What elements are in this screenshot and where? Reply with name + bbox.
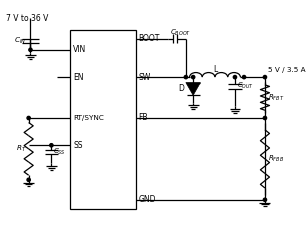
Text: $C_{IN}$: $C_{IN}$	[14, 36, 26, 46]
Text: $R_T$: $R_T$	[16, 144, 26, 154]
Text: $C_{BOOT}$: $C_{BOOT}$	[170, 27, 192, 38]
Text: $R_{FBB}$: $R_{FBB}$	[268, 154, 284, 164]
Text: FB: FB	[139, 114, 148, 122]
Text: $C_{SS}$: $C_{SS}$	[53, 147, 66, 157]
Circle shape	[263, 116, 267, 120]
Text: SS: SS	[73, 141, 83, 150]
Bar	[70, 30, 136, 209]
Text: L: L	[213, 65, 217, 74]
Text: D: D	[179, 84, 184, 93]
Circle shape	[27, 116, 30, 120]
Text: RT/SYNC: RT/SYNC	[73, 115, 104, 121]
Text: BOOT: BOOT	[139, 34, 160, 43]
Circle shape	[263, 76, 267, 79]
Text: EN: EN	[73, 73, 84, 82]
Text: SW: SW	[139, 73, 151, 82]
Circle shape	[50, 144, 53, 147]
Text: 7 V to 36 V: 7 V to 36 V	[6, 13, 48, 22]
Text: GND: GND	[139, 195, 156, 204]
Circle shape	[233, 76, 237, 79]
Circle shape	[192, 76, 195, 79]
Circle shape	[242, 76, 246, 79]
Polygon shape	[186, 83, 201, 95]
Text: $C_{OUT}$: $C_{OUT}$	[237, 81, 253, 91]
Text: $R_{FBT}$: $R_{FBT}$	[268, 93, 284, 103]
Circle shape	[263, 198, 267, 202]
Circle shape	[29, 48, 32, 51]
Text: 5 V / 3.5 A: 5 V / 3.5 A	[268, 67, 305, 73]
Text: VIN: VIN	[73, 45, 87, 54]
Circle shape	[184, 76, 188, 79]
Circle shape	[27, 178, 30, 181]
